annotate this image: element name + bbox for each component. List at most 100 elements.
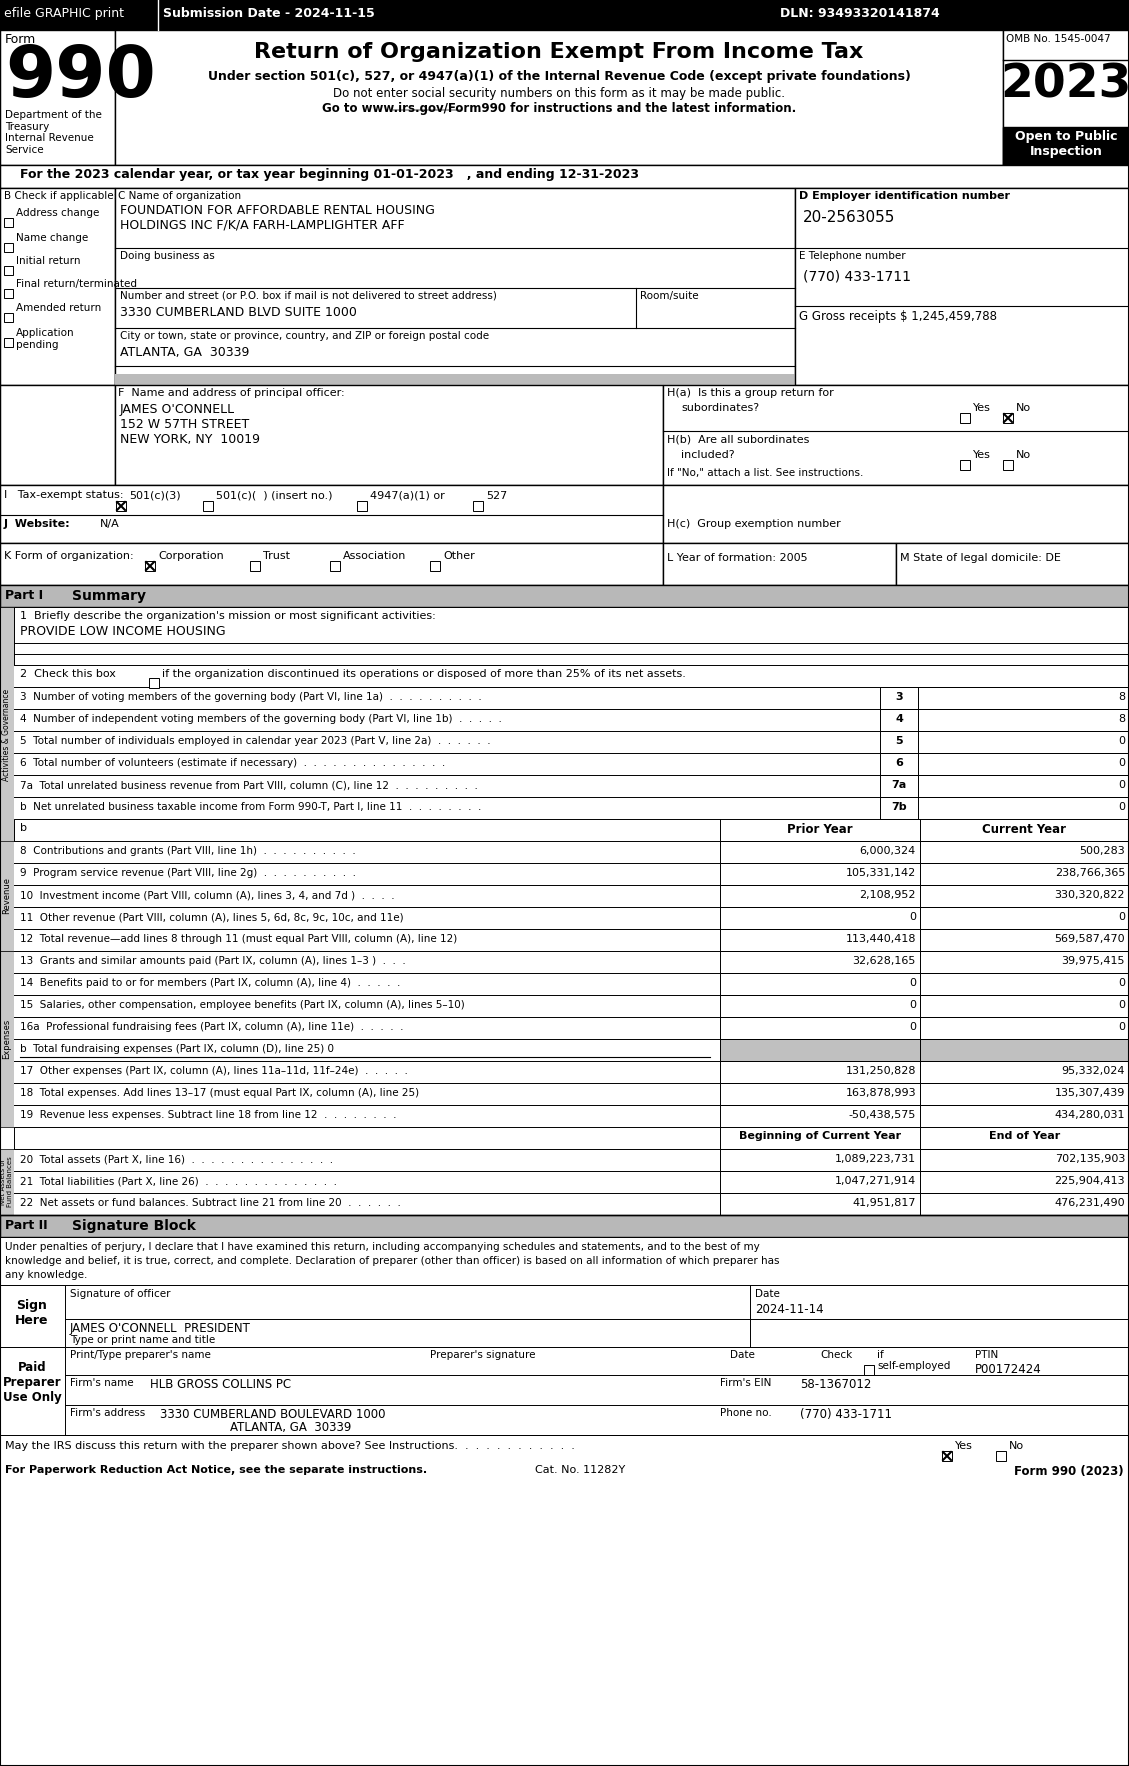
Bar <box>720 1194 920 1215</box>
Bar <box>0 608 14 864</box>
Bar <box>5 290 14 298</box>
Text: 9  Program service revenue (Part VIII, line 2g)  .  .  .  .  .  .  .  .  .  .: 9 Program service revenue (Part VIII, li… <box>20 869 356 878</box>
Text: knowledge and belief, it is true, correct, and complete. Declaration of preparer: knowledge and belief, it is true, correc… <box>5 1256 779 1266</box>
Text: 39,975,415: 39,975,415 <box>1061 955 1124 966</box>
Bar <box>720 1083 920 1106</box>
Bar <box>0 1215 1129 1236</box>
Text: 1,089,223,731: 1,089,223,731 <box>834 1153 916 1164</box>
Text: For the 2023 calendar year, or tax year beginning 01-01-2023   , and ending 12-3: For the 2023 calendar year, or tax year … <box>20 168 639 180</box>
Text: Phone no.: Phone no. <box>720 1408 772 1418</box>
Bar <box>920 994 1129 1017</box>
Text: (770) 433-1711: (770) 433-1711 <box>803 270 911 284</box>
Text: B Check if applicable:: B Check if applicable: <box>5 191 117 201</box>
Text: 238,766,365: 238,766,365 <box>1054 869 1124 878</box>
Bar <box>14 1194 1129 1215</box>
Bar <box>920 1106 1129 1127</box>
Text: Revenue: Revenue <box>2 878 11 915</box>
Text: C Name of organization: C Name of organization <box>119 191 242 201</box>
Text: K Form of organization:: K Form of organization: <box>5 551 133 562</box>
Text: 0: 0 <box>1118 802 1124 812</box>
Text: FOUNDATION FOR AFFORDABLE RENTAL HOUSING: FOUNDATION FOR AFFORDABLE RENTAL HOUSING <box>120 205 435 217</box>
Text: -50,438,575: -50,438,575 <box>849 1111 916 1120</box>
Text: Open to Public
Inspection: Open to Public Inspection <box>1015 131 1118 157</box>
Text: b  Net unrelated business taxable income from Form 990-T, Part I, line 11  .  . : b Net unrelated business taxable income … <box>20 802 481 812</box>
Text: 152 W 57TH STREET: 152 W 57TH STREET <box>120 419 250 431</box>
Bar <box>14 908 1129 929</box>
Bar <box>14 1150 1129 1171</box>
Text: Paid
Preparer
Use Only: Paid Preparer Use Only <box>2 1362 61 1404</box>
Text: 7a: 7a <box>892 781 907 789</box>
Text: 2024-11-14: 2024-11-14 <box>755 1303 824 1316</box>
Bar <box>5 267 14 275</box>
Text: 7a  Total unrelated business revenue from Part VIII, column (C), line 12  .  .  : 7a Total unrelated business revenue from… <box>20 781 478 789</box>
Bar <box>0 0 1129 30</box>
Text: Doing business as: Doing business as <box>120 251 215 261</box>
Text: End of Year: End of Year <box>989 1130 1060 1141</box>
Bar <box>920 929 1129 952</box>
Text: ATLANTA, GA  30339: ATLANTA, GA 30339 <box>120 346 250 358</box>
Bar <box>720 1171 920 1194</box>
Bar <box>920 1083 1129 1106</box>
Text: 163,878,993: 163,878,993 <box>846 1088 916 1098</box>
Bar <box>0 187 115 385</box>
Bar <box>5 337 14 346</box>
Text: 16a  Professional fundraising fees (Part IX, column (A), line 11e)  .  .  .  .  : 16a Professional fundraising fees (Part … <box>20 1023 403 1031</box>
Text: PROVIDE LOW INCOME HOUSING: PROVIDE LOW INCOME HOUSING <box>20 625 226 638</box>
Bar <box>14 608 1129 666</box>
Text: Net Assets or
Fund Balances: Net Assets or Fund Balances <box>0 1157 14 1208</box>
Bar <box>14 775 1129 796</box>
Text: 0: 0 <box>909 911 916 922</box>
Text: Initial return: Initial return <box>16 256 80 267</box>
Text: HOLDINGS INC F/K/A FARH-LAMPLIGHTER AFF: HOLDINGS INC F/K/A FARH-LAMPLIGHTER AFF <box>120 217 404 231</box>
Text: 527: 527 <box>485 491 507 502</box>
Bar <box>720 1017 920 1038</box>
Bar <box>720 994 920 1017</box>
Bar <box>0 1286 1129 1347</box>
Bar <box>0 30 115 164</box>
Text: 3  Number of voting members of the governing body (Part VI, line 1a)  .  .  .  .: 3 Number of voting members of the govern… <box>20 692 482 703</box>
Bar <box>14 666 1129 687</box>
Bar <box>115 187 795 385</box>
Bar <box>879 775 918 796</box>
Bar <box>996 1452 1006 1460</box>
Text: Yes: Yes <box>973 450 991 459</box>
Bar <box>14 1061 1129 1083</box>
Text: Prior Year: Prior Year <box>787 823 852 835</box>
Text: JAMES O'CONNELL: JAMES O'CONNELL <box>120 403 235 417</box>
Text: 18  Total expenses. Add lines 13–17 (must equal Part IX, column (A), line 25): 18 Total expenses. Add lines 13–17 (must… <box>20 1088 419 1098</box>
Text: DLN: 93493320141874: DLN: 93493320141874 <box>780 7 939 19</box>
Text: 4  Number of independent voting members of the governing body (Part VI, line 1b): 4 Number of independent voting members o… <box>20 713 502 724</box>
Text: 8  Contributions and grants (Part VIII, line 1h)  .  .  .  .  .  .  .  .  .  .: 8 Contributions and grants (Part VIII, l… <box>20 846 356 857</box>
Bar <box>720 929 920 952</box>
Bar <box>14 731 1129 752</box>
Bar <box>879 752 918 775</box>
Bar <box>879 708 918 731</box>
Text: 20-2563055: 20-2563055 <box>803 210 895 224</box>
Text: 0: 0 <box>909 1023 916 1031</box>
Text: 0: 0 <box>1118 978 1124 987</box>
Text: Date: Date <box>755 1289 780 1300</box>
Text: L Year of formation: 2005: L Year of formation: 2005 <box>667 553 807 563</box>
Text: Trust: Trust <box>263 551 290 562</box>
Bar <box>250 562 260 570</box>
Bar <box>14 994 1129 1017</box>
Bar <box>145 562 155 570</box>
Bar <box>5 244 14 253</box>
Text: Firm's address: Firm's address <box>70 1408 146 1418</box>
Bar <box>918 687 1129 708</box>
Bar <box>14 973 1129 994</box>
Bar <box>720 885 920 908</box>
Text: Cat. No. 11282Y: Cat. No. 11282Y <box>535 1466 625 1475</box>
Bar <box>960 413 970 424</box>
Bar <box>5 217 14 228</box>
Text: 8: 8 <box>1118 713 1124 724</box>
Text: H(c)  Group exemption number: H(c) Group exemption number <box>667 519 841 530</box>
Text: No: No <box>1016 403 1031 413</box>
Text: For Paperwork Reduction Act Notice, see the separate instructions.: For Paperwork Reduction Act Notice, see … <box>5 1466 427 1475</box>
Bar <box>879 796 918 819</box>
Bar <box>663 486 1129 542</box>
Text: NEW YORK, NY  10019: NEW YORK, NY 10019 <box>120 433 260 447</box>
Text: JAMES O'CONNELL  PRESIDENT: JAMES O'CONNELL PRESIDENT <box>70 1323 251 1335</box>
Text: City or town, state or province, country, and ZIP or foreign postal code: City or town, state or province, country… <box>120 330 489 341</box>
Text: 10  Investment income (Part VIII, column (A), lines 3, 4, and 7d )  .  .  .  .: 10 Investment income (Part VIII, column … <box>20 890 395 901</box>
